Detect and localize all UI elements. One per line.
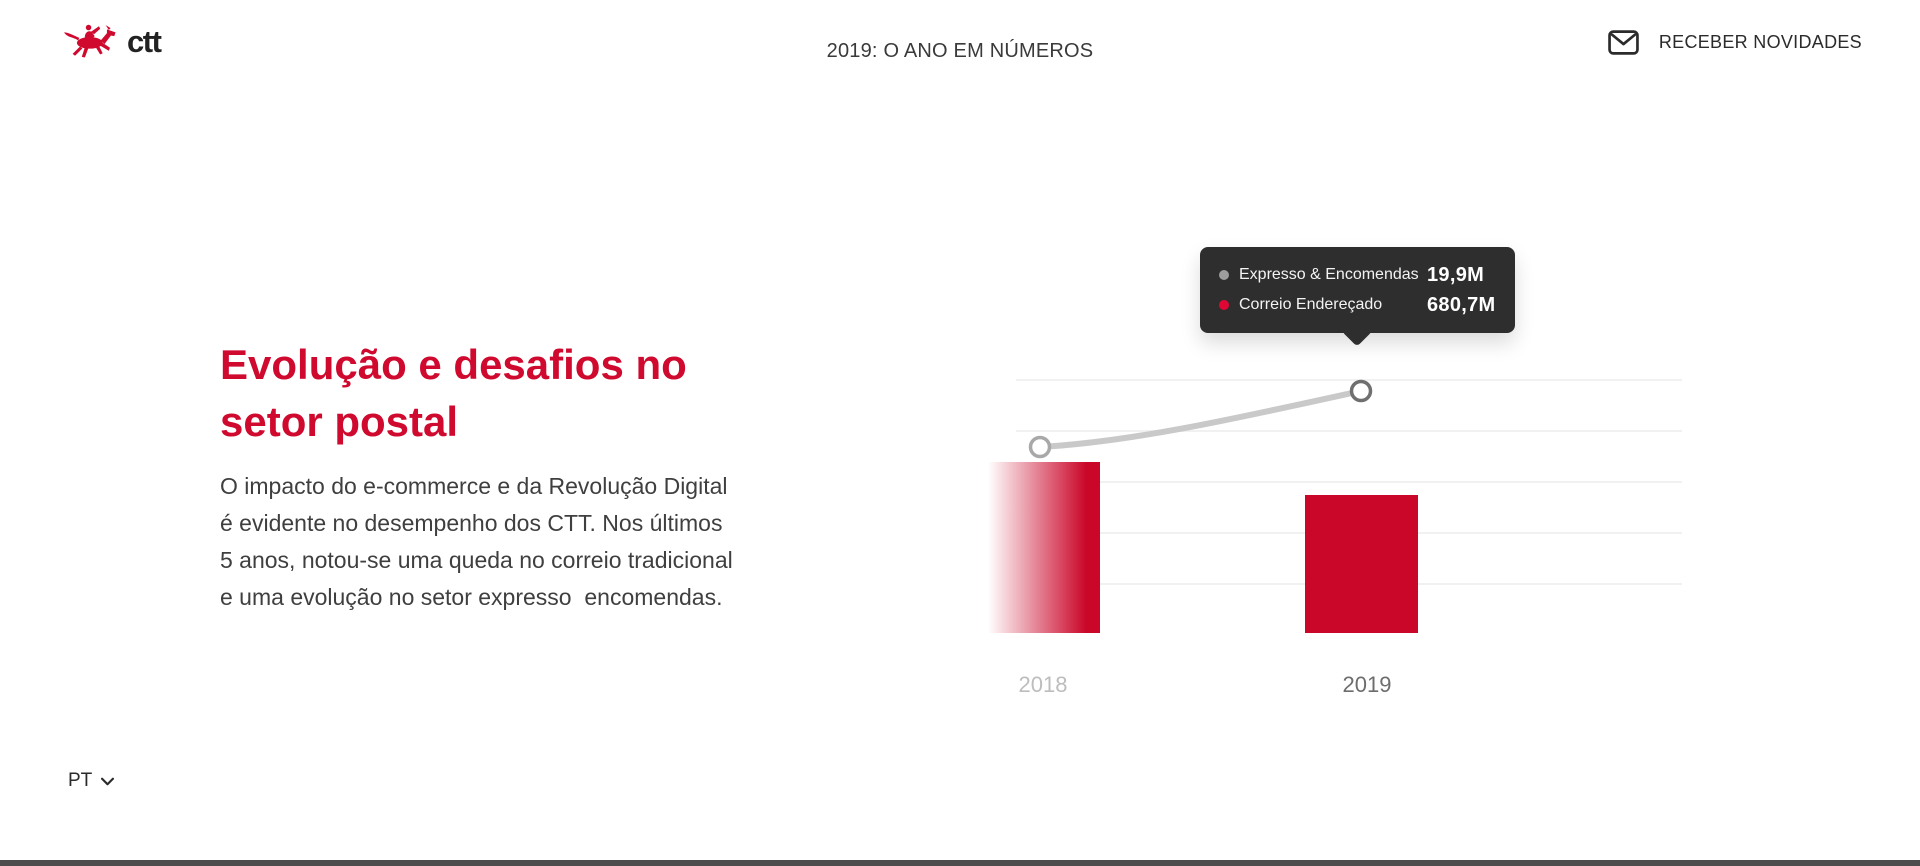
language-selector[interactable]: PT (68, 770, 115, 792)
chart-tooltip: Expresso & Encomendas 19,9M Correio Ende… (1200, 247, 1515, 333)
page-title: 2019: O ANO EM NÚMEROS (826, 40, 1094, 62)
tooltip-row-expresso: Expresso & Encomendas 19,9M (1214, 262, 1499, 288)
ctt-logo-text: ctt (127, 24, 162, 59)
newsletter-label: RECEBER NOVIDADES (1658, 32, 1862, 52)
tooltip-label: Correio Endereçado (1239, 296, 1383, 313)
evolution-chart[interactable]: 2018 2019 (960, 240, 1720, 710)
ctt-logo[interactable]: ctt (60, 22, 162, 60)
chevron-down-icon (101, 777, 115, 785)
x-axis-label: 2018 (1019, 672, 1068, 697)
bottom-bar (0, 860, 1920, 866)
envelope-icon (1608, 30, 1639, 55)
bar-2018[interactable] (988, 462, 1100, 633)
red-dot-icon (1219, 300, 1229, 310)
gray-dot-icon (1219, 270, 1229, 280)
tooltip-value: 680,7M (1427, 293, 1496, 316)
section-paragraph: O impacto do e-commerce e da Revolução D… (220, 473, 733, 610)
trend-line (1037, 388, 1364, 450)
tooltip-label: Expresso & Encomendas (1239, 266, 1419, 283)
tooltip-row-correio: Correio Endereçado 680,7M (1214, 292, 1499, 318)
section-heading: Evolução e desafios no setor postal (220, 341, 687, 445)
tooltip-value: 19,9M (1427, 263, 1485, 286)
bar-2019[interactable] (1305, 495, 1418, 633)
language-selected-label: PT (68, 770, 93, 791)
x-axis-label: 2019 (1343, 672, 1392, 697)
newsletter-button[interactable]: RECEBER NOVIDADES (1608, 30, 1862, 55)
ctt-horse-icon (64, 24, 116, 58)
data-point-2019[interactable] (1349, 379, 1373, 403)
data-point-2018[interactable] (1028, 435, 1052, 459)
